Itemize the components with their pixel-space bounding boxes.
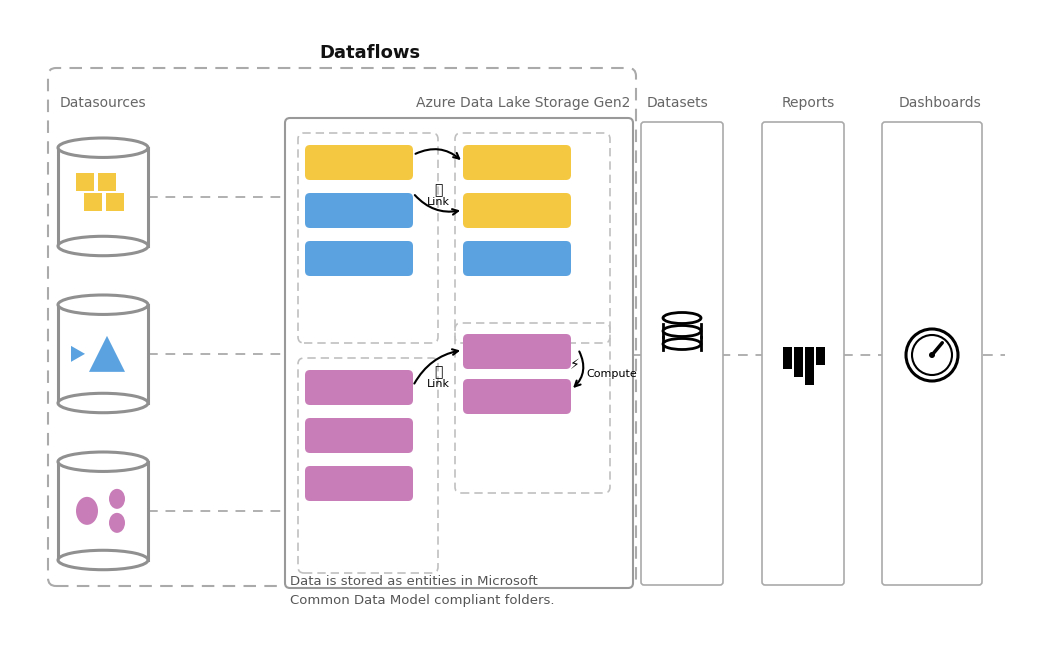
- FancyBboxPatch shape: [463, 379, 571, 414]
- Polygon shape: [71, 346, 85, 362]
- FancyBboxPatch shape: [463, 145, 571, 180]
- Ellipse shape: [58, 138, 148, 158]
- Text: Azure Data Lake Storage Gen2: Azure Data Lake Storage Gen2: [416, 96, 631, 110]
- Text: Link: Link: [426, 197, 449, 207]
- FancyBboxPatch shape: [305, 241, 413, 276]
- FancyBboxPatch shape: [463, 241, 571, 276]
- Text: Datasources: Datasources: [60, 96, 147, 110]
- Text: Datasets: Datasets: [647, 96, 709, 110]
- FancyBboxPatch shape: [305, 145, 413, 180]
- Text: Data is stored as entities in Microsoft
Common Data Model compliant folders.: Data is stored as entities in Microsoft …: [290, 575, 555, 607]
- Text: ⚡: ⚡: [570, 358, 580, 372]
- Bar: [816, 347, 825, 365]
- FancyBboxPatch shape: [305, 193, 413, 228]
- FancyBboxPatch shape: [305, 370, 413, 405]
- Circle shape: [906, 329, 958, 381]
- FancyBboxPatch shape: [882, 122, 982, 585]
- Ellipse shape: [663, 312, 701, 324]
- Polygon shape: [89, 336, 124, 372]
- Circle shape: [929, 352, 935, 358]
- FancyBboxPatch shape: [285, 118, 633, 588]
- Ellipse shape: [58, 452, 148, 471]
- FancyBboxPatch shape: [641, 122, 723, 585]
- Text: Reports: Reports: [782, 96, 835, 110]
- Bar: [58, 148, 148, 246]
- Bar: [58, 305, 148, 403]
- Bar: [76, 173, 94, 191]
- FancyBboxPatch shape: [305, 466, 413, 501]
- Text: Compute: Compute: [586, 369, 637, 379]
- Text: ⛓: ⛓: [434, 365, 442, 379]
- FancyBboxPatch shape: [463, 334, 571, 369]
- Text: Link: Link: [426, 379, 449, 389]
- Bar: [84, 193, 102, 211]
- Bar: [805, 347, 814, 385]
- Ellipse shape: [58, 393, 148, 413]
- Text: Dashboards: Dashboards: [899, 96, 981, 110]
- FancyBboxPatch shape: [305, 418, 413, 453]
- Ellipse shape: [58, 550, 148, 570]
- Ellipse shape: [76, 497, 98, 525]
- Ellipse shape: [109, 489, 124, 509]
- FancyBboxPatch shape: [463, 193, 571, 228]
- Bar: [783, 347, 792, 369]
- Ellipse shape: [58, 236, 148, 256]
- Ellipse shape: [58, 295, 148, 314]
- Ellipse shape: [109, 513, 124, 533]
- Bar: [58, 462, 148, 560]
- Bar: [794, 347, 803, 377]
- Text: ⛓: ⛓: [434, 183, 442, 197]
- Bar: [98, 173, 116, 191]
- Ellipse shape: [663, 326, 701, 337]
- Text: Dataflows: Dataflows: [320, 44, 421, 62]
- FancyBboxPatch shape: [762, 122, 844, 585]
- Bar: [106, 193, 124, 211]
- Ellipse shape: [663, 339, 701, 350]
